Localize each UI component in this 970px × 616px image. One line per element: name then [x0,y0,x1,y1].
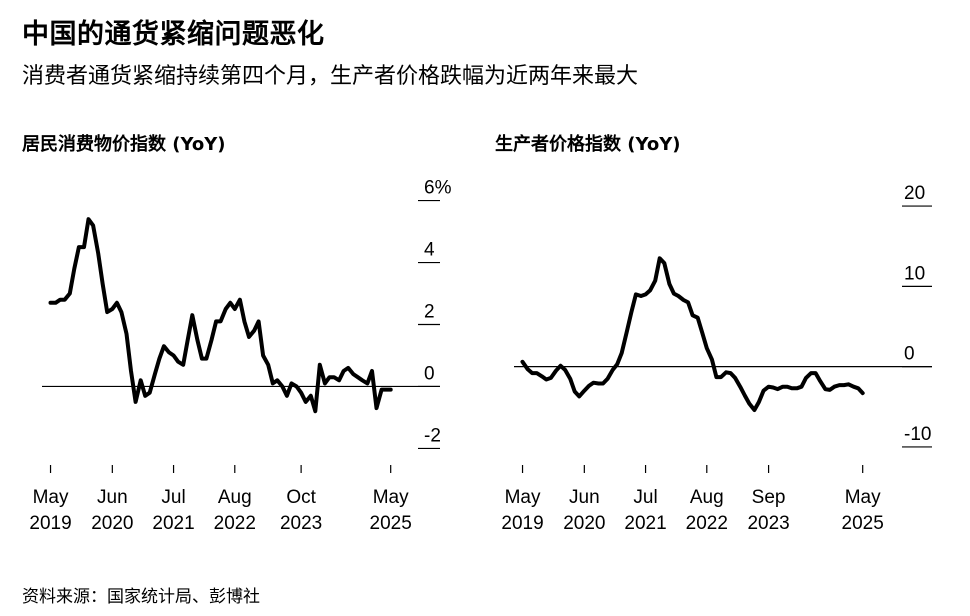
cpi-y-tick-label: 4 [424,240,435,261]
cpi-x-tick-year: 2023 [280,513,322,534]
cpi-x-tick-year: 2021 [152,513,194,534]
ppi-x-tick-label: Sep [752,487,786,508]
ppi-x-tick-year: 2022 [686,513,728,534]
ppi-chart-title: 生产者价格指数 (YoY) [495,134,681,155]
cpi-chart-title: 居民消费物价指数 (YoY) [22,134,226,155]
ppi-x-tick-year: 2021 [624,513,666,534]
ppi-x-tick-year: 2025 [842,513,884,534]
cpi-series-line [48,217,393,414]
cpi-x-tick-label: Jul [161,487,185,508]
ppi-y-tick-label: 0 [904,344,915,365]
cpi-x-tick-label: May [373,487,409,508]
ppi-x-tick-label: Aug [690,487,724,508]
cpi-y-tick-label: 2 [424,302,435,323]
ppi-y-tick-label: 10 [904,263,925,284]
cpi-x-tick-label: Aug [218,487,252,508]
ppi-y-tick-label: -10 [904,424,931,445]
ppi-x-tick-label: May [845,487,881,508]
cpi-x-tick-year: 2025 [370,513,412,534]
ppi-x-tick-year: 2023 [747,513,789,534]
cpi-y-tick-label: 6% [424,178,452,199]
cpi-x-tick-year: 2022 [214,513,256,534]
page-subtitle: 消费者通货紧缩持续第四个月，生产者价格跌幅为近两年来最大 [22,64,639,89]
ppi-y-tick-label: 20 [904,183,925,204]
source-note: 资料来源：国家统计局、彭博社 [22,587,260,607]
cpi-x-tick-year: 2019 [29,513,71,534]
page-title: 中国的通货紧缩问题恶化 [22,19,325,50]
cpi-chart: 6% 4 2 0 -2 May 2019 Jun 2020 Jul 2021 Aug 2022 Oct 20… [29,178,452,534]
ppi-x-tick-year: 2019 [501,513,543,534]
ppi-series-line [520,256,865,412]
ppi-x-tick-label: May [505,487,541,508]
ppi-x-tick-label: Jun [569,487,600,508]
cpi-x-tick-label: Oct [286,487,316,508]
cpi-x-tick-label: May [33,487,69,508]
cpi-y-tick-label: 0 [424,363,435,384]
ppi-x-tick-label: Jul [633,487,657,508]
ppi-x-tick-year: 2020 [563,513,605,534]
cpi-x-tick-year: 2020 [91,513,133,534]
cpi-y-tick-label: -2 [424,425,441,446]
cpi-x-tick-label: Jun [97,487,128,508]
